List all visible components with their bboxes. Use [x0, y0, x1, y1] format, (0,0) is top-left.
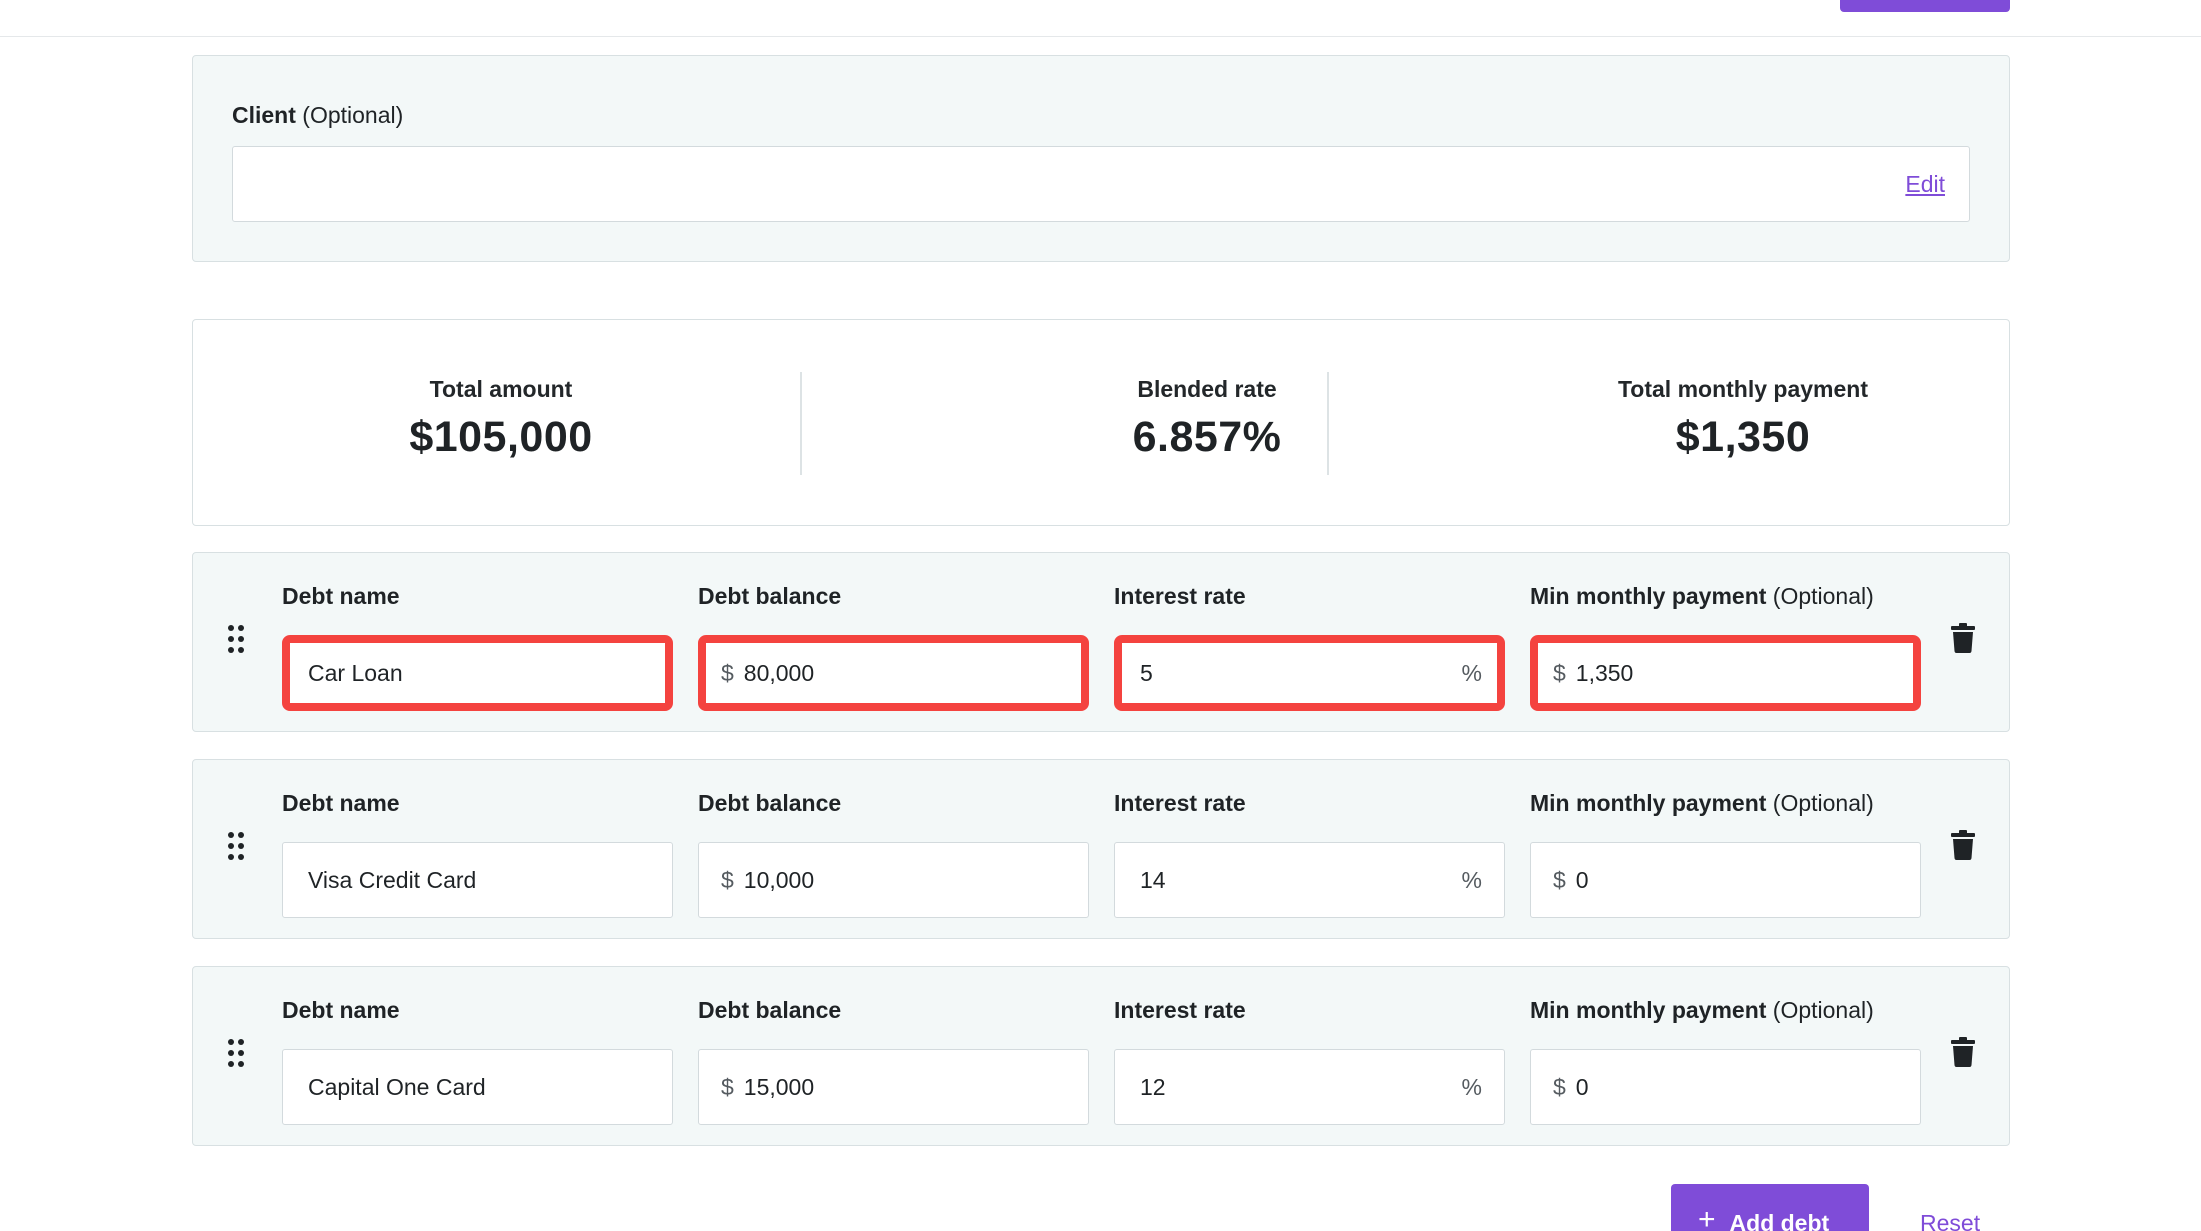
min-payment-field: Min monthly payment (Optional) $ 0 [1530, 997, 1921, 1125]
trash-icon[interactable] [1951, 623, 1975, 653]
client-card: Client (Optional) Edit [192, 55, 2010, 262]
debt-name-value: Car Loan [308, 659, 403, 686]
percent-suffix: % [1461, 866, 1482, 893]
drag-handle-icon[interactable] [228, 832, 244, 860]
min-payment-input[interactable]: $ 1,350 [1530, 635, 1921, 711]
interest-rate-input[interactable]: 5 % [1114, 635, 1505, 711]
reset-link[interactable]: Reset [1920, 1210, 1981, 1231]
total-amount-stat: Total amount $105,000 [351, 376, 651, 462]
debt-balance-label: Debt balance [698, 997, 842, 1023]
debt-row: Debt name Visa Credit Card Debt balance … [192, 759, 2010, 939]
min-payment-value: 0 [1575, 866, 1589, 893]
currency-prefix: $ [1553, 659, 1566, 686]
debt-balance-value: 10,000 [743, 866, 815, 893]
summary-divider [1327, 372, 1329, 475]
interest-rate-label: Interest rate [1114, 997, 1246, 1023]
debt-row: Debt name Car Loan Debt balance $ 80,000… [192, 552, 2010, 732]
min-payment-value: 0 [1575, 1073, 1589, 1100]
interest-rate-value: 12 [1140, 1073, 1166, 1100]
debt-name-label: Debt name [282, 997, 400, 1023]
min-payment-field: Min monthly payment (Optional) $ 0 [1530, 790, 1921, 918]
total-amount-label: Total amount [429, 376, 573, 402]
debt-balance-field: Debt balance $ 10,000 [698, 790, 1089, 918]
blended-rate-value: 6.857% [1132, 413, 1282, 461]
interest-rate-field: Interest rate 14 % [1114, 790, 1505, 918]
client-input[interactable]: Edit [232, 146, 1970, 222]
min-payment-label: Min monthly payment (Optional) [1530, 997, 1921, 1027]
percent-suffix: % [1461, 659, 1482, 686]
interest-rate-label: Interest rate [1114, 583, 1246, 609]
blended-rate-label: Blended rate [1137, 376, 1277, 402]
debt-name-label: Debt name [282, 790, 400, 816]
client-label: Client (Optional) [232, 102, 403, 129]
min-payment-value: 1,350 [1575, 659, 1634, 686]
total-amount-value: $105,000 [409, 413, 593, 461]
min-payment-optional: (Optional) [1772, 997, 1874, 1023]
min-payment-label-text: Min monthly payment [1530, 997, 1767, 1023]
summary-divider [800, 372, 802, 475]
blended-rate-stat: Blended rate 6.857% [1057, 376, 1357, 462]
interest-rate-label: Interest rate [1114, 790, 1246, 816]
min-payment-label-text: Min monthly payment [1530, 790, 1767, 816]
debt-name-input[interactable]: Car Loan [282, 635, 673, 711]
trash-icon[interactable] [1951, 830, 1975, 860]
plus-icon: + [1698, 1203, 1716, 1231]
debt-name-field: Debt name Visa Credit Card [282, 790, 673, 918]
currency-prefix: $ [721, 866, 734, 893]
percent-suffix: % [1461, 1073, 1482, 1100]
debt-balance-label: Debt balance [698, 583, 842, 609]
min-payment-input[interactable]: $ 0 [1530, 1049, 1921, 1125]
interest-rate-field: Interest rate 5 % [1114, 583, 1505, 711]
min-payment-label-text: Min monthly payment [1530, 583, 1767, 609]
interest-rate-field: Interest rate 12 % [1114, 997, 1505, 1125]
currency-prefix: $ [721, 1073, 734, 1100]
debt-balance-field: Debt balance $ 15,000 [698, 997, 1089, 1125]
debt-name-value: Capital One Card [308, 1073, 486, 1100]
client-label-text: Client [232, 102, 296, 128]
debt-name-value: Visa Credit Card [308, 866, 477, 893]
interest-rate-value: 14 [1140, 866, 1166, 893]
currency-prefix: $ [1553, 866, 1566, 893]
total-payment-stat: Total monthly payment $1,350 [1543, 376, 1943, 462]
debt-balance-input[interactable]: $ 80,000 [698, 635, 1089, 711]
min-payment-field: Min monthly payment (Optional) $ 1,350 [1530, 583, 1921, 711]
debt-balance-value: 15,000 [743, 1073, 815, 1100]
total-payment-label: Total monthly payment [1617, 376, 1869, 402]
debt-balance-field: Debt balance $ 80,000 [698, 583, 1089, 711]
client-edit-link[interactable]: Edit [1905, 171, 1945, 197]
debt-balance-value: 80,000 [743, 659, 815, 686]
currency-prefix: $ [1553, 1073, 1566, 1100]
debt-balance-label: Debt balance [698, 790, 842, 816]
min-payment-label: Min monthly payment (Optional) [1530, 790, 1921, 820]
trash-icon[interactable] [1951, 1037, 1975, 1067]
add-debt-label: Add debt [1729, 1210, 1830, 1231]
drag-handle-icon[interactable] [228, 625, 244, 653]
min-payment-input[interactable]: $ 0 [1530, 842, 1921, 918]
top-action-button[interactable] [1840, 0, 2010, 12]
currency-prefix: $ [721, 659, 734, 686]
min-payment-optional: (Optional) [1772, 583, 1874, 609]
debt-row: Debt name Capital One Card Debt balance … [192, 966, 2010, 1146]
debt-balance-input[interactable]: $ 15,000 [698, 1049, 1089, 1125]
add-debt-button[interactable]: + Add debt [1671, 1184, 1869, 1231]
summary-card: Total amount $105,000 Blended rate 6.857… [192, 319, 2010, 526]
drag-handle-icon[interactable] [228, 1039, 244, 1067]
debt-name-input[interactable]: Visa Credit Card [282, 842, 673, 918]
top-bar [0, 0, 2201, 37]
debt-balance-input[interactable]: $ 10,000 [698, 842, 1089, 918]
min-payment-label: Min monthly payment (Optional) [1530, 583, 1921, 613]
debt-name-field: Debt name Car Loan [282, 583, 673, 711]
client-optional-text: (Optional) [302, 102, 404, 128]
debt-name-label: Debt name [282, 583, 400, 609]
total-payment-value: $1,350 [1675, 413, 1811, 461]
interest-rate-input[interactable]: 14 % [1114, 842, 1505, 918]
min-payment-optional: (Optional) [1772, 790, 1874, 816]
debt-name-field: Debt name Capital One Card [282, 997, 673, 1125]
interest-rate-input[interactable]: 12 % [1114, 1049, 1505, 1125]
debt-name-input[interactable]: Capital One Card [282, 1049, 673, 1125]
interest-rate-value: 5 [1140, 659, 1153, 686]
